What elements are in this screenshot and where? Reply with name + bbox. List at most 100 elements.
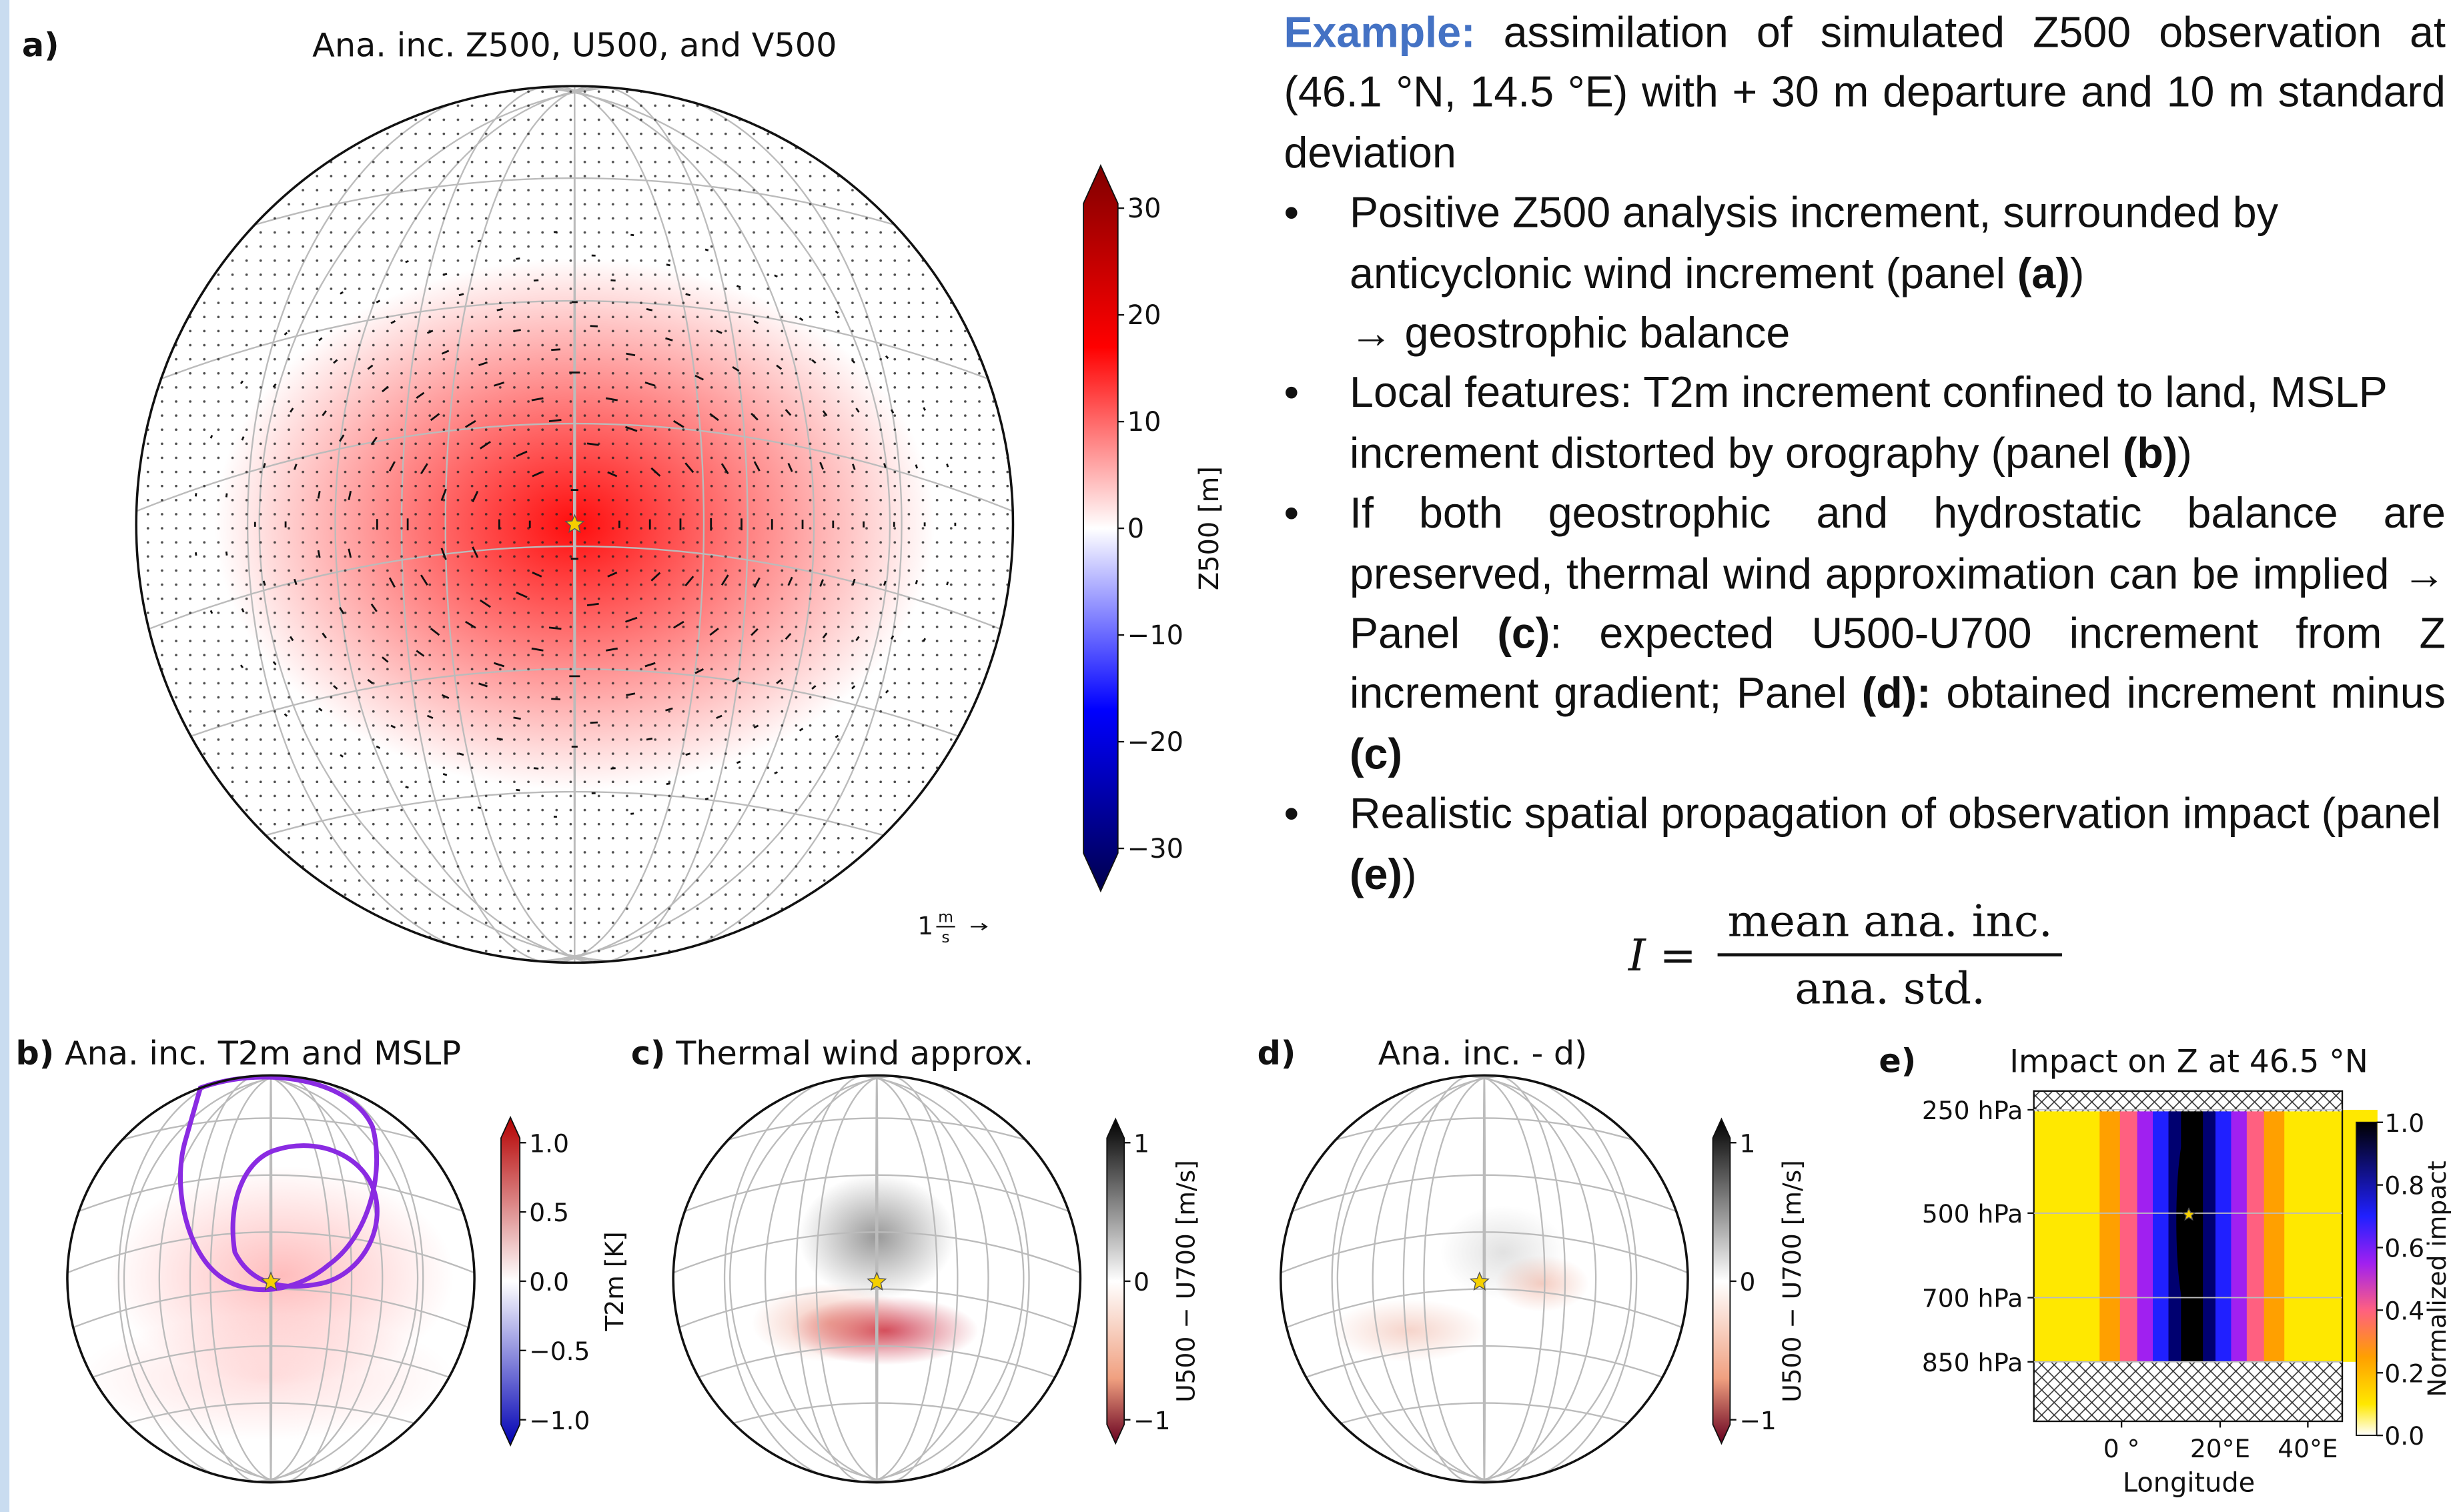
wind-arrow xyxy=(819,579,825,587)
wind-arrow xyxy=(532,572,542,578)
wind-arrow xyxy=(607,471,618,478)
colorbar-tick-label: 1 xyxy=(1739,1128,1755,1158)
wind-arrow xyxy=(590,325,598,327)
meridian xyxy=(764,1075,1030,1483)
hatch-bottom xyxy=(2033,1361,2343,1422)
meridian xyxy=(117,1075,384,1483)
text: (c) xyxy=(1350,729,1402,778)
wind-arrow xyxy=(915,464,918,469)
wind-arrow xyxy=(736,760,741,764)
wind-arrow xyxy=(262,580,266,586)
wind-arrow xyxy=(787,463,793,472)
wind-arrow xyxy=(339,607,345,615)
colorbar xyxy=(1712,1117,1731,1445)
wind-arrow xyxy=(685,293,691,297)
wind-arrow xyxy=(665,337,673,341)
colorbar-label: Normalized impact xyxy=(2422,1161,2452,1397)
impact-band xyxy=(2246,1109,2265,1362)
wind-arrow xyxy=(241,608,245,613)
wind-arrow xyxy=(799,728,804,732)
wind-arrow xyxy=(333,685,338,690)
meridian xyxy=(795,1075,938,1483)
wind-arrow xyxy=(388,461,396,472)
panel-title: Thermal wind approx. xyxy=(675,1034,1033,1072)
text: If both geostrophic and hydrostatic bala… xyxy=(1350,488,2446,658)
wind-arrow xyxy=(317,550,321,558)
wind-arrow xyxy=(685,752,691,756)
meridian xyxy=(1402,1075,1546,1483)
impact-band xyxy=(2068,1109,2101,1362)
text: (c) xyxy=(1497,609,1550,658)
wind-arrow xyxy=(590,721,598,724)
wind-arrow xyxy=(225,551,228,556)
wind-arrow xyxy=(650,572,661,582)
wind-arrow xyxy=(665,707,673,712)
panel-label: c) Thermal wind approx. xyxy=(631,1034,1033,1072)
meridian xyxy=(729,1075,1081,1483)
wind-arrow xyxy=(388,577,396,588)
wind-arrow xyxy=(672,620,684,629)
wind-arrow xyxy=(426,329,434,334)
wind-arrow xyxy=(684,576,694,587)
wind-arrow xyxy=(855,408,860,413)
impact-band xyxy=(2264,1109,2286,1362)
wind-arrow xyxy=(340,754,344,758)
wind-arrow xyxy=(586,602,599,606)
meridian xyxy=(1423,1075,1566,1483)
bullet: Positive Z500 analysis increment, surrou… xyxy=(1284,183,2445,363)
colorbar-tick-label: −1 xyxy=(1739,1406,1776,1435)
impact-band xyxy=(2119,1109,2138,1362)
panel-title: Ana. inc. T2m and MSLP xyxy=(65,1034,461,1072)
wind-arrow xyxy=(239,664,244,669)
wind-arrow xyxy=(440,488,447,502)
wind-arrow xyxy=(416,392,425,399)
text-block: Example: assimilation of simulated Z500 … xyxy=(1284,3,2445,905)
wind-arrow xyxy=(851,464,856,470)
panel-label: a) xyxy=(22,25,59,64)
colorbar-tick-label: 1.0 xyxy=(529,1128,569,1158)
wind-arrow xyxy=(284,331,288,336)
meridian xyxy=(1372,1075,1638,1483)
wind-arrow xyxy=(774,771,778,775)
wind-arrow xyxy=(625,616,638,623)
wind-arrow xyxy=(194,493,197,497)
wind-arrow xyxy=(442,273,448,276)
wind-arrow xyxy=(225,493,228,498)
text: (d): xyxy=(1861,669,1931,718)
colorbar-tick-label: −0.5 xyxy=(529,1337,590,1366)
wind-arrow xyxy=(753,320,759,324)
colorbar-tick-label: 1 xyxy=(1133,1128,1149,1158)
panel-label: c) xyxy=(631,1034,666,1072)
colorbar-label: U500 − U700 [m/s] xyxy=(1171,1160,1201,1403)
wind-arrow xyxy=(811,685,817,690)
wind-arrow xyxy=(272,383,277,388)
colorbar-tick-label: 0 xyxy=(1127,514,1144,544)
mslp-contour xyxy=(230,1143,380,1289)
increment-field xyxy=(1495,1255,1590,1312)
text: Realistic spatial propagation of observa… xyxy=(1350,789,2442,838)
text: → geostrophic balance xyxy=(1350,308,1791,357)
x-tick-label: 0 ° xyxy=(2103,1434,2140,1463)
wind-arrow xyxy=(883,580,887,586)
observation-star xyxy=(2181,1207,2196,1221)
text: (b) xyxy=(2122,428,2178,478)
wind-arrow xyxy=(776,678,783,684)
colorbar-tick-label: 0.4 xyxy=(2384,1296,2424,1325)
wind-arrow xyxy=(458,752,464,756)
wind-arrow xyxy=(785,632,792,640)
impact-band xyxy=(2153,1109,2169,1362)
text: ) xyxy=(2069,248,2085,297)
wind-arrow xyxy=(479,599,491,608)
wind-arrow xyxy=(684,462,694,474)
impact-band xyxy=(2215,1109,2232,1362)
wind-arrow xyxy=(382,656,389,663)
wind-arrow xyxy=(736,285,741,288)
parallel xyxy=(1280,1117,1688,1160)
meridian xyxy=(209,1075,353,1483)
wind-arrow xyxy=(241,436,245,441)
intro-text: assimilation of simulated Z500 observati… xyxy=(1284,7,2446,177)
y-tick-label: 500 hPa xyxy=(1922,1199,2023,1229)
wind-arrow xyxy=(822,410,828,417)
text: (e) xyxy=(1350,849,1402,898)
